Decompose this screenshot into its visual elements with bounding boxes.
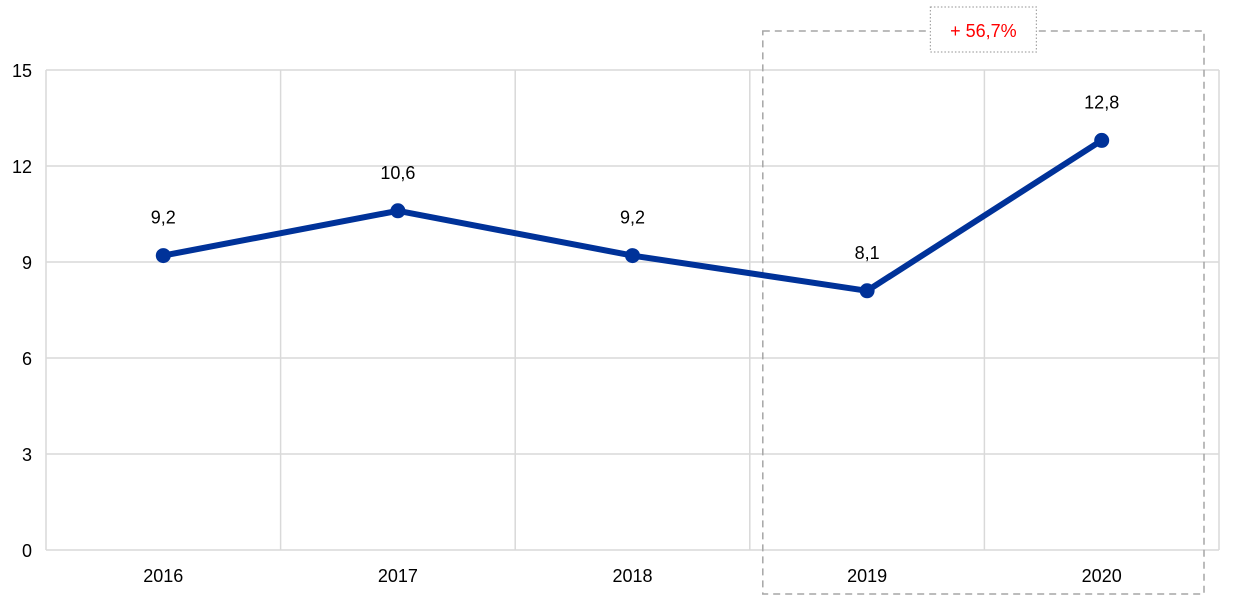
data-point: [859, 283, 875, 299]
data-point: [155, 248, 171, 264]
y-tick-label: 12: [12, 157, 32, 177]
data-label: 8,1: [855, 243, 880, 263]
y-tick-label: 6: [22, 349, 32, 369]
x-tick-label: 2019: [847, 566, 887, 586]
y-tick-label: 3: [22, 445, 32, 465]
data-point: [625, 248, 640, 264]
x-tick-label: 2020: [1082, 566, 1122, 586]
data-label: 12,8: [1084, 92, 1119, 112]
highlight-box: [762, 30, 1205, 595]
annotation-text: + 56,7%: [950, 21, 1017, 41]
y-tick-label: 0: [22, 541, 32, 561]
data-point: [390, 203, 406, 219]
x-tick-label: 2018: [612, 566, 652, 586]
x-tick-label: 2017: [378, 566, 418, 586]
data-point: [1094, 132, 1110, 148]
annotation-box: [929, 6, 1038, 53]
x-tick-label: 2016: [143, 566, 183, 586]
y-tick-label: 9: [22, 253, 32, 273]
data-label: 10,6: [380, 163, 415, 183]
data-label: 9,2: [151, 208, 176, 228]
data-label: 9,2: [620, 208, 645, 228]
y-tick-label: 15: [12, 61, 32, 81]
